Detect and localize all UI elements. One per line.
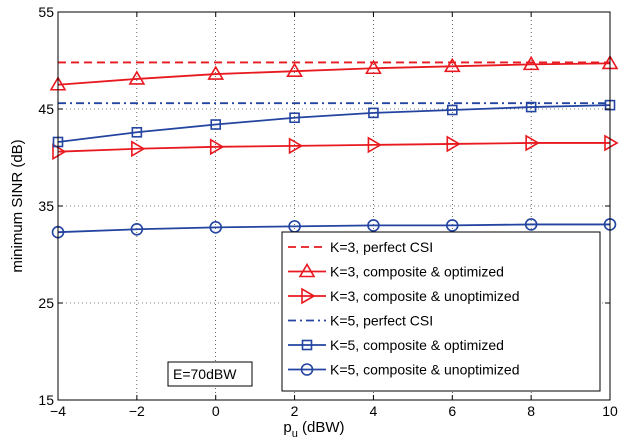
legend-entry: K=3, perfect CSI (288, 239, 433, 255)
legend-frame (281, 231, 601, 392)
annotation-frame (167, 361, 253, 387)
triangle-right-marker (604, 134, 619, 152)
y-tick-label: 25 (38, 295, 54, 311)
circle-marker (367, 219, 380, 232)
annotation-box: E=70dBW (167, 361, 253, 387)
x-tick-label: 4 (370, 403, 378, 419)
axis-ticks: −4 −2 0 2 4 6 8 10 15 25 35 45 55 (38, 4, 618, 419)
x-axis-label: pu (dBW) (283, 419, 344, 440)
square-marker (368, 107, 379, 119)
triangle-right-marker (301, 287, 316, 305)
triangle-right-marker (525, 134, 540, 152)
circle-marker (524, 218, 538, 231)
legend-label: K=5, perfect CSI (330, 313, 433, 329)
triangle-right-marker (367, 136, 383, 154)
square-marker (131, 126, 143, 138)
legend-entry: K=5, perfect CSI (288, 313, 433, 329)
series-line (57, 104, 611, 143)
series-line (57, 142, 610, 153)
triangle-up-marker (443, 57, 461, 73)
x-axis-label-main: p (283, 419, 291, 436)
y-tick-label: 15 (38, 392, 54, 408)
x-tick-label: 10 (602, 403, 618, 419)
circle-marker (130, 222, 144, 236)
triangle-right-marker (52, 143, 67, 161)
series-layer (49, 54, 619, 239)
y-tick-label: 55 (38, 4, 54, 20)
legend-entry: K=3, composite & unoptimized (288, 287, 520, 305)
y-tick-label: 45 (38, 101, 54, 117)
legend-label: K=3, composite & unoptimized (330, 288, 520, 304)
legend-label: K=5, composite & optimized (330, 337, 504, 353)
y-tick-label: 35 (38, 198, 54, 214)
triangle-up-marker (207, 65, 225, 80)
x-tick-label: −4 (50, 403, 66, 419)
triangle-up-marker (128, 70, 146, 85)
square-marker (525, 101, 537, 113)
legend-label: K=5, composite & unoptimized (330, 362, 520, 378)
x-tick-label: −2 (129, 403, 145, 419)
triangle-up-marker (298, 262, 316, 278)
legend-label: K=3, composite & optimized (330, 264, 504, 280)
legend-entry: K=5, composite & optimized (288, 337, 504, 353)
square-marker (210, 119, 222, 130)
triangle-right-marker (131, 140, 146, 158)
circle-marker (300, 363, 314, 376)
triangle-right-marker (209, 138, 225, 156)
triangle-up-marker (365, 59, 382, 75)
circle-marker (209, 221, 223, 234)
annotation-text: E=70dBW (173, 366, 237, 382)
series-5 (52, 99, 616, 148)
x-axis-label-unit: (dBW) (298, 419, 345, 436)
circle-marker (445, 219, 459, 232)
series-3 (52, 134, 619, 161)
legend-entry: K=5, composite & unoptimized (288, 362, 520, 378)
series-2 (49, 54, 619, 91)
square-marker (289, 112, 300, 124)
series-line (57, 223, 610, 234)
x-tick-label: 2 (291, 403, 299, 419)
square-marker (301, 339, 313, 351)
legend: K=3, perfect CSI K=3, composite & optimiz… (281, 231, 601, 392)
triangle-right-marker (288, 137, 304, 155)
triangle-right-marker (446, 135, 461, 153)
x-tick-label: 6 (448, 403, 456, 419)
triangle-up-marker (286, 62, 303, 77)
series-line (57, 62, 611, 86)
triangle-up-marker (522, 55, 540, 71)
x-axis-label-sub: u (292, 428, 298, 440)
y-axis-label: minimum SINR (dB) (9, 139, 26, 272)
x-tick-label: 8 (527, 403, 535, 419)
square-marker (446, 104, 458, 116)
x-tick-label: 0 (212, 403, 220, 419)
legend-entry: K=3, composite & optimized (288, 262, 504, 280)
legend-label: K=3, perfect CSI (330, 239, 433, 255)
